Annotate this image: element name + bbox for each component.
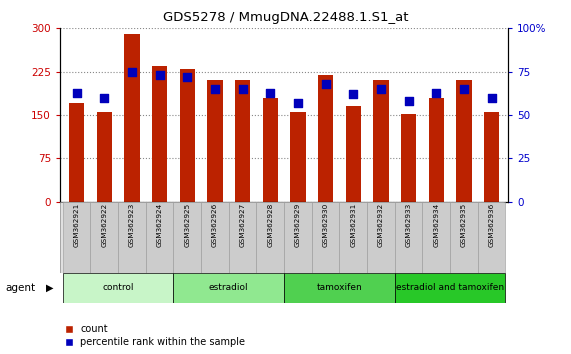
Bar bbox=[339, 202, 367, 273]
Bar bbox=[207, 80, 223, 202]
Bar bbox=[180, 69, 195, 202]
Point bbox=[376, 86, 385, 92]
Bar bbox=[478, 202, 505, 273]
Bar bbox=[395, 202, 423, 273]
Text: estradiol and tamoxifen: estradiol and tamoxifen bbox=[396, 283, 504, 292]
Point bbox=[349, 91, 358, 97]
Bar bbox=[63, 202, 90, 273]
Point bbox=[459, 86, 468, 92]
Bar bbox=[450, 202, 478, 273]
Text: estradiol: estradiol bbox=[209, 283, 248, 292]
Text: GSM362924: GSM362924 bbox=[156, 203, 163, 247]
Legend: count, percentile rank within the sample: count, percentile rank within the sample bbox=[65, 325, 246, 347]
Bar bbox=[345, 106, 361, 202]
Bar bbox=[312, 202, 339, 273]
Text: control: control bbox=[102, 283, 134, 292]
Bar bbox=[290, 112, 305, 202]
Text: GSM362935: GSM362935 bbox=[461, 203, 467, 247]
Text: GSM362923: GSM362923 bbox=[129, 203, 135, 247]
Point bbox=[100, 95, 109, 101]
Point bbox=[238, 86, 247, 92]
Bar bbox=[201, 202, 229, 273]
Text: GSM362927: GSM362927 bbox=[240, 203, 246, 247]
Point bbox=[183, 74, 192, 80]
Text: GSM362928: GSM362928 bbox=[267, 203, 274, 247]
Text: GSM362936: GSM362936 bbox=[489, 203, 494, 247]
Bar bbox=[152, 66, 167, 202]
Bar bbox=[395, 273, 505, 303]
Point bbox=[321, 81, 330, 87]
Bar bbox=[69, 103, 84, 202]
Text: GSM362930: GSM362930 bbox=[323, 203, 328, 247]
Bar bbox=[456, 80, 472, 202]
Text: GSM362934: GSM362934 bbox=[433, 203, 439, 247]
Bar bbox=[263, 98, 278, 202]
Bar bbox=[484, 112, 499, 202]
Bar bbox=[174, 273, 284, 303]
Bar bbox=[423, 202, 450, 273]
Bar bbox=[90, 202, 118, 273]
Point bbox=[127, 69, 136, 75]
Bar bbox=[63, 273, 174, 303]
Point bbox=[487, 95, 496, 101]
Text: GSM362925: GSM362925 bbox=[184, 203, 190, 247]
Text: tamoxifen: tamoxifen bbox=[316, 283, 362, 292]
Point bbox=[293, 100, 303, 106]
Bar bbox=[284, 202, 312, 273]
Bar bbox=[401, 114, 416, 202]
Bar bbox=[124, 34, 139, 202]
Text: GDS5278 / MmugDNA.22488.1.S1_at: GDS5278 / MmugDNA.22488.1.S1_at bbox=[163, 11, 408, 24]
Bar bbox=[367, 202, 395, 273]
Bar bbox=[174, 202, 201, 273]
Text: GSM362933: GSM362933 bbox=[405, 203, 412, 247]
Point bbox=[155, 72, 164, 78]
Bar bbox=[229, 202, 256, 273]
Point bbox=[72, 90, 81, 95]
Text: agent: agent bbox=[6, 282, 36, 293]
Text: GSM362929: GSM362929 bbox=[295, 203, 301, 247]
Point bbox=[404, 98, 413, 104]
Bar bbox=[256, 202, 284, 273]
Bar bbox=[373, 80, 388, 202]
Bar bbox=[318, 75, 333, 202]
Bar bbox=[146, 202, 174, 273]
Bar bbox=[235, 80, 250, 202]
Text: GSM362922: GSM362922 bbox=[101, 203, 107, 247]
Text: ▶: ▶ bbox=[46, 282, 53, 293]
Point bbox=[266, 90, 275, 95]
Text: GSM362921: GSM362921 bbox=[74, 203, 79, 247]
Bar bbox=[96, 112, 112, 202]
Point bbox=[432, 90, 441, 95]
Point bbox=[210, 86, 219, 92]
Bar bbox=[284, 273, 395, 303]
Text: GSM362931: GSM362931 bbox=[350, 203, 356, 247]
Text: GSM362926: GSM362926 bbox=[212, 203, 218, 247]
Bar bbox=[118, 202, 146, 273]
Text: GSM362932: GSM362932 bbox=[378, 203, 384, 247]
Bar bbox=[429, 98, 444, 202]
